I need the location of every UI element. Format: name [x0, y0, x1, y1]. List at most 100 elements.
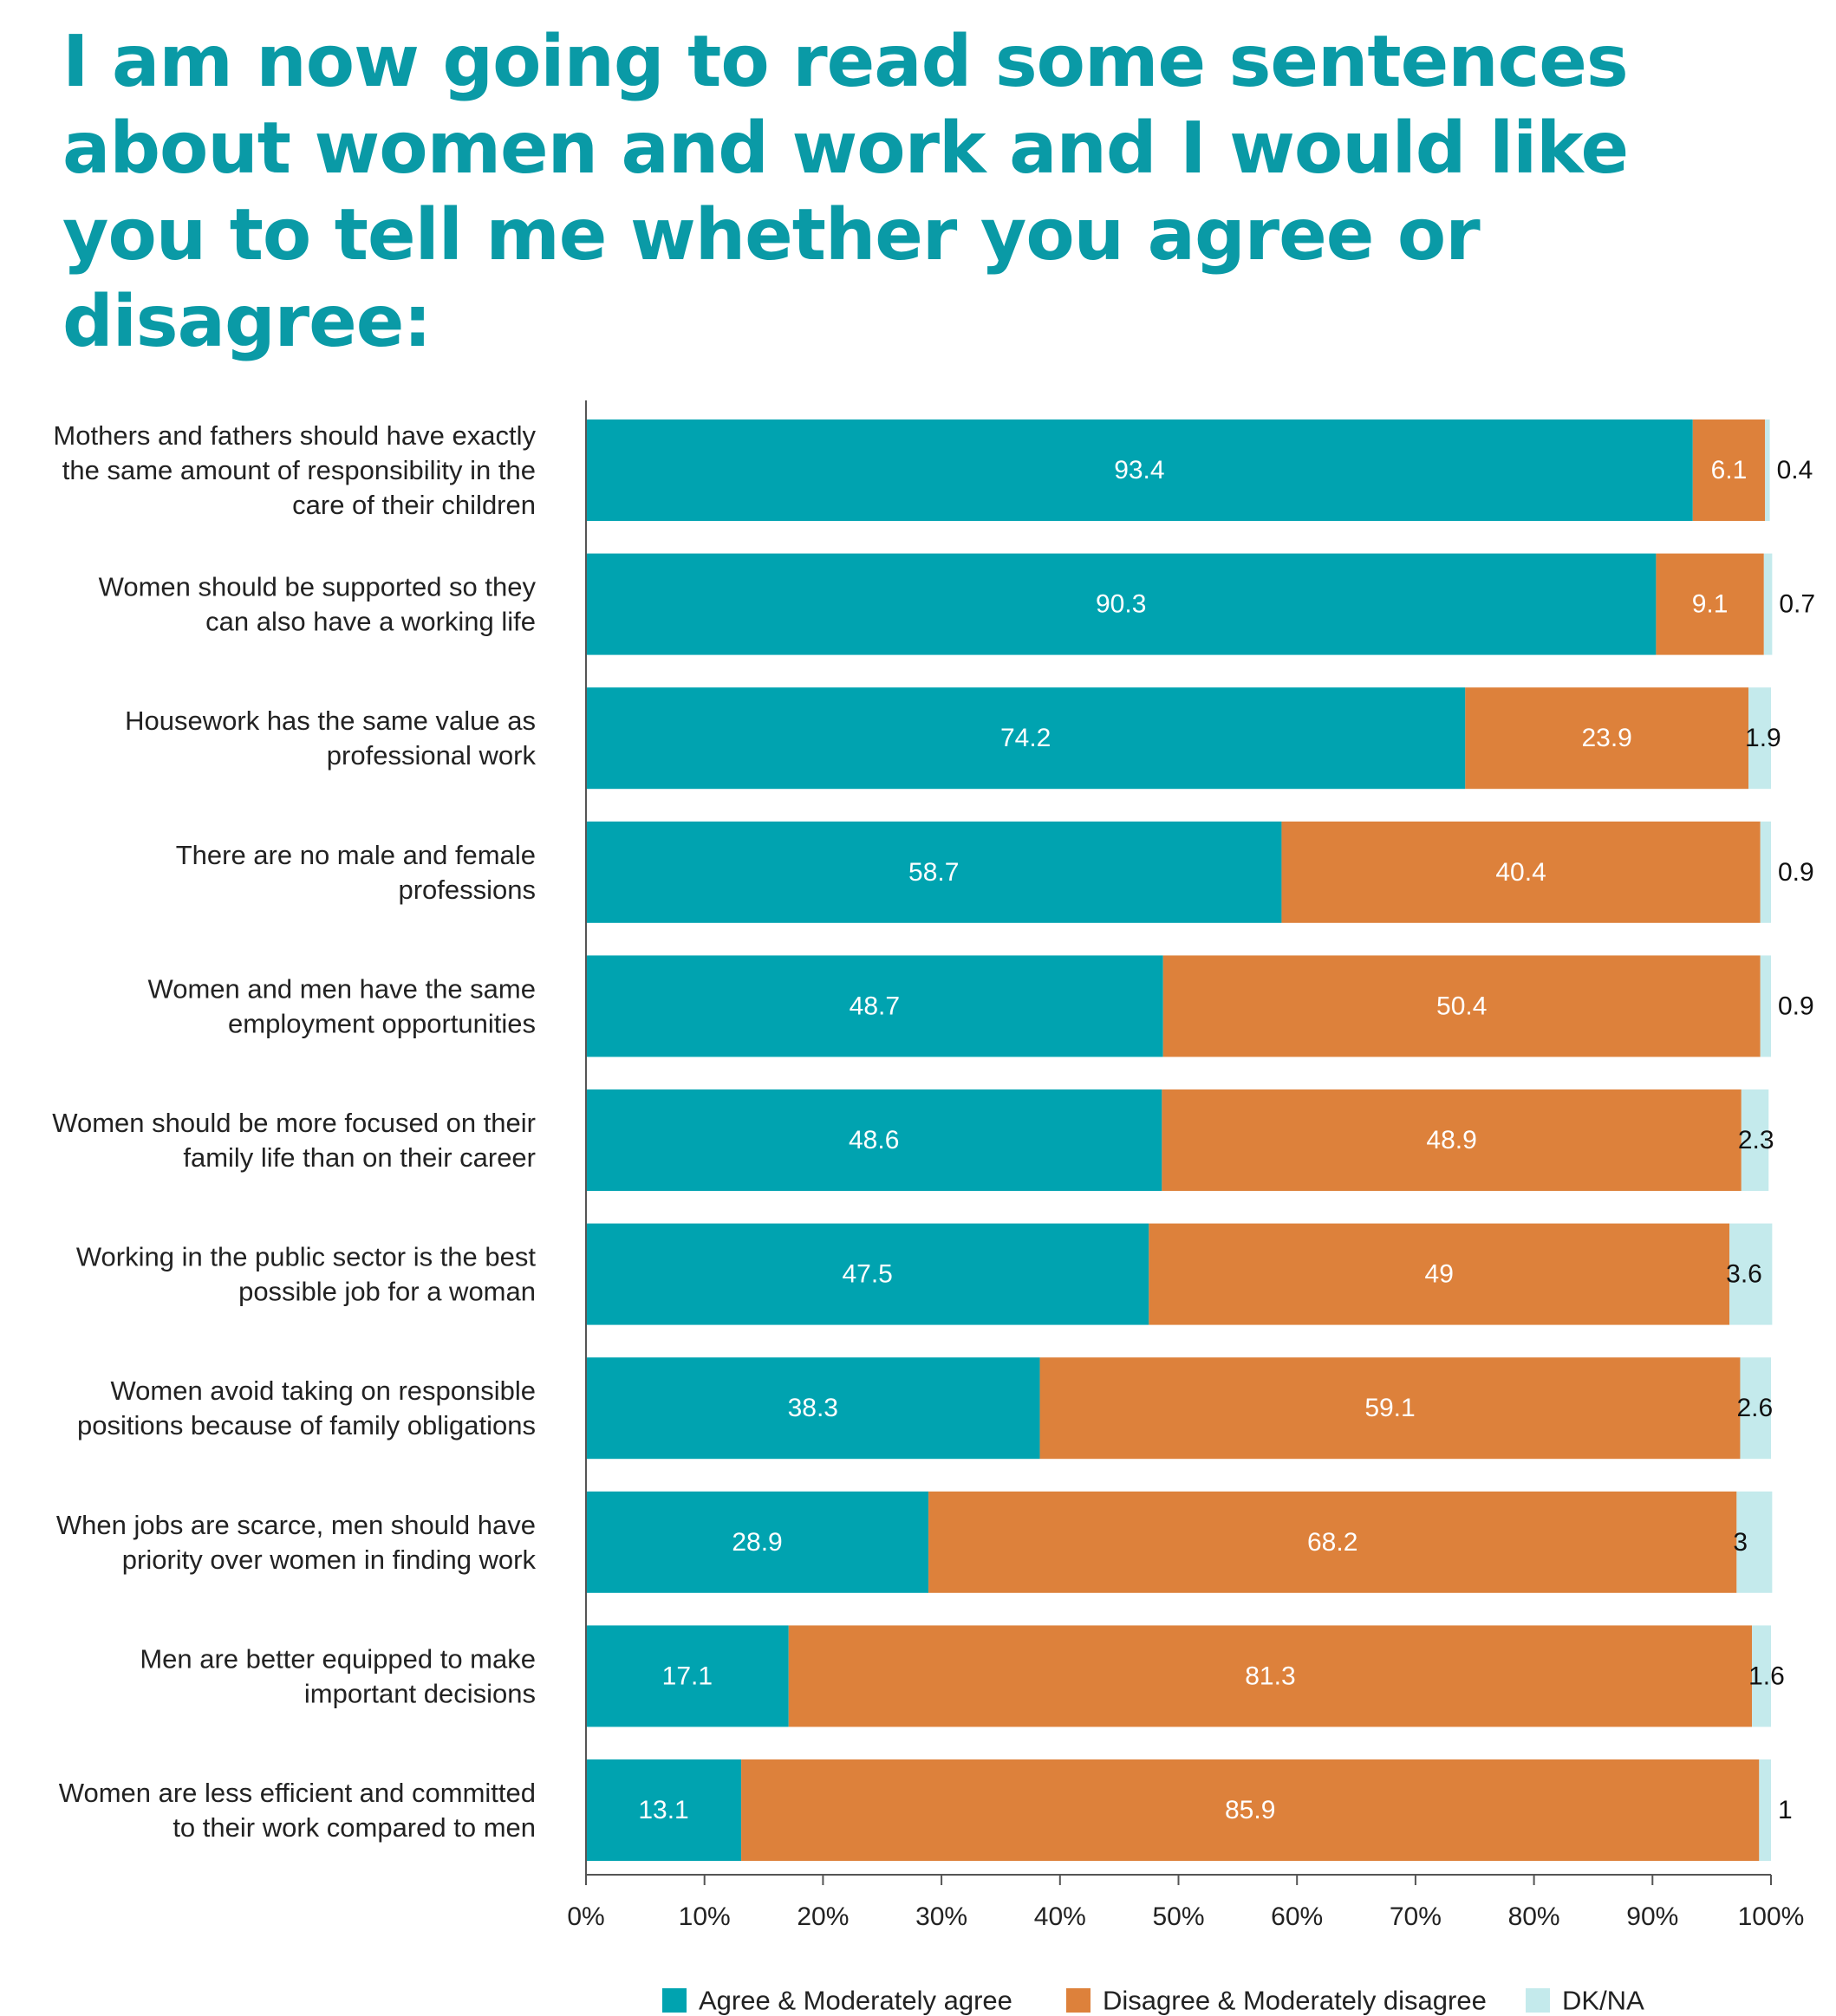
bar-segment-2 [1692, 419, 1766, 521]
legend-label: DK/NA [1562, 1986, 1644, 2016]
bar-segment-1 [586, 1759, 742, 1861]
data-label: 1.6 [1748, 1662, 1785, 1690]
category-label: employment opportunities [228, 1008, 536, 1038]
data-label: 3.6 [1726, 1260, 1762, 1289]
bar-segment-2 [1656, 553, 1764, 655]
bar-segment-2 [1162, 1089, 1742, 1191]
data-label: 9.1 [1692, 590, 1729, 619]
data-label: 74.2 [1000, 724, 1051, 752]
bar-segment-1 [586, 1357, 1040, 1460]
category-label: Men are better equipped to make [140, 1643, 536, 1674]
data-label: 28.9 [732, 1528, 782, 1557]
data-label: 1 [1778, 1796, 1793, 1824]
bar-segment-3 [1741, 1089, 1769, 1191]
category-label: There are no male and female [176, 840, 536, 870]
data-label: 13.1 [638, 1796, 688, 1824]
bar-segment-1 [586, 419, 1693, 521]
data-label: 48.9 [1426, 1126, 1476, 1154]
data-label: 48.6 [849, 1126, 899, 1154]
legend-swatch-1 [662, 1988, 687, 2013]
bar-segment-1 [586, 687, 1466, 790]
category-label: to their work compared to men [173, 1812, 536, 1843]
category-label: When jobs are scarce, men should have [56, 1510, 536, 1540]
category-label: Women and men have the same [148, 973, 536, 1004]
data-label: 0.7 [1779, 590, 1815, 619]
data-label: 49 [1425, 1260, 1454, 1289]
category-label: possible job for a woman [238, 1277, 536, 1307]
category-label: Mothers and fathers should have exactly [53, 420, 536, 451]
x-tick-label: 50% [1152, 1902, 1204, 1931]
bar-segment-2 [1039, 1357, 1741, 1460]
bar-segment-3 [1729, 1223, 1773, 1325]
data-label: 1.9 [1745, 724, 1781, 752]
legend-label: Agree & Moderately agree [699, 1986, 1012, 2016]
bar-segment-3 [1736, 1491, 1773, 1593]
data-label: 2.3 [1738, 1126, 1774, 1154]
data-label: 3 [1733, 1528, 1748, 1557]
bar-segment-2 [741, 1759, 1760, 1861]
category-label: positions because of family obligations [77, 1410, 536, 1440]
data-label: 40.4 [1495, 858, 1546, 887]
x-tick-label: 40% [1034, 1902, 1086, 1931]
bar-segment-1 [586, 821, 1282, 923]
x-tick-label: 90% [1626, 1902, 1678, 1931]
category-label: Women are less efficient and committed [59, 1778, 536, 1808]
legend-swatch-2 [1066, 1988, 1091, 2013]
x-tick-label: 70% [1390, 1902, 1442, 1931]
chart-title: I am now going to read some sentences ab… [62, 21, 1629, 363]
bar-segment-2 [788, 1625, 1753, 1727]
category-label: professional work [327, 740, 537, 771]
legend-label: Disagree & Moderately disagree [1103, 1986, 1487, 2016]
bar-segment-2 [1465, 687, 1749, 790]
data-label: 38.3 [788, 1394, 838, 1422]
category-label: Women should be more focused on their [52, 1108, 536, 1138]
x-tick-label: 60% [1271, 1902, 1323, 1931]
bar-segment-3 [1760, 955, 1771, 1057]
bar-segment-1 [586, 1223, 1149, 1325]
category-label: the same amount of responsibility in the [62, 455, 536, 485]
data-label: 0.9 [1778, 858, 1814, 887]
category-label: Women should be supported so they [99, 572, 537, 602]
category-label: Housework has the same value as [125, 706, 536, 736]
bar-segment-1 [586, 1625, 789, 1727]
category-label: can also have a working life [205, 607, 536, 637]
bar-segment-3 [1765, 419, 1770, 521]
bar-segment-3 [1759, 1759, 1771, 1861]
bar-segment-3 [1740, 1357, 1771, 1460]
bar-segment-2 [928, 1491, 1737, 1593]
category-label: Working in the public sector is the best [76, 1242, 537, 1272]
bar-segment-3 [1748, 687, 1771, 790]
bar-segment-3 [1752, 1625, 1771, 1727]
category-label: family life than on their career [183, 1142, 536, 1173]
x-tick-label: 80% [1508, 1902, 1560, 1931]
x-tick-label: 0% [567, 1902, 604, 1931]
x-tick-label: 30% [915, 1902, 967, 1931]
bar-segment-1 [586, 1089, 1162, 1191]
bar-segment-1 [586, 955, 1163, 1057]
data-label: 48.7 [850, 992, 900, 1020]
bar-segment-1 [586, 553, 1657, 655]
bar-segment-3 [1760, 821, 1771, 923]
data-label: 0.4 [1777, 456, 1813, 484]
data-label: 50.4 [1436, 992, 1487, 1020]
category-label: professions [398, 875, 536, 905]
bar-segment-2 [1149, 1223, 1730, 1325]
data-label: 81.3 [1245, 1662, 1295, 1690]
data-label: 58.7 [908, 858, 959, 887]
data-label: 23.9 [1581, 724, 1631, 752]
category-label: care of their children [292, 490, 536, 520]
category-label: Women avoid taking on responsible [110, 1375, 536, 1406]
data-label: 93.4 [1114, 456, 1164, 484]
bar-segment-2 [1281, 821, 1761, 923]
bar-segment-1 [586, 1491, 929, 1593]
data-label: 2.6 [1736, 1394, 1773, 1422]
category-label: important decisions [304, 1678, 536, 1708]
category-label: priority over women in finding work [122, 1545, 537, 1575]
x-tick-label: 20% [797, 1902, 849, 1931]
data-label: 6.1 [1711, 456, 1748, 484]
data-label: 90.3 [1096, 590, 1146, 619]
data-label: 85.9 [1225, 1796, 1275, 1824]
x-tick-label: 10% [679, 1902, 731, 1931]
bar-segment-2 [1162, 955, 1761, 1057]
